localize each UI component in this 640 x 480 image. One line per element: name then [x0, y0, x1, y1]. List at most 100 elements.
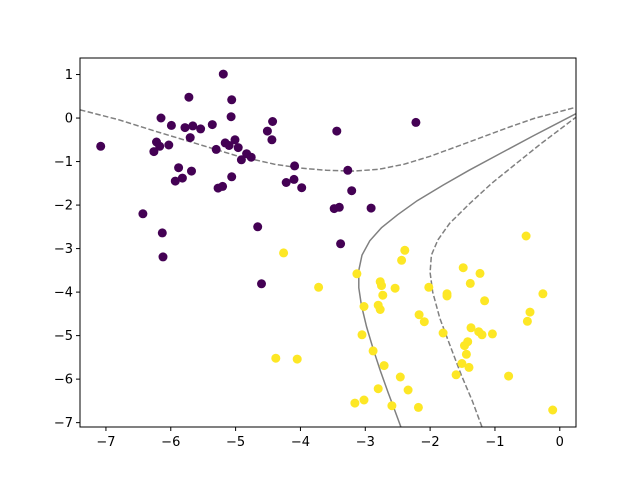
data-point [466, 323, 476, 333]
x-tick-label: −7 [96, 435, 115, 450]
data-point [419, 317, 429, 327]
decision-boundary-layer [80, 106, 576, 427]
y-tick-label: −4 [54, 286, 73, 301]
data-point [187, 166, 196, 176]
data-point [477, 330, 487, 340]
data-point [180, 123, 190, 133]
data-point [464, 362, 474, 372]
data-point [373, 384, 383, 394]
data-point [226, 112, 236, 122]
y-tick-label: 1 [65, 68, 73, 83]
data-point [184, 92, 194, 102]
decision-boundary-line [358, 113, 576, 427]
data-point [522, 316, 532, 326]
data-point [166, 120, 176, 130]
data-point [279, 248, 289, 258]
data-point [227, 172, 237, 182]
data-point [218, 69, 228, 79]
margin-line-lower [429, 116, 576, 427]
data-point [359, 395, 369, 405]
data-point [368, 346, 378, 356]
data-point [378, 290, 388, 300]
data-point [246, 152, 256, 162]
data-point [138, 209, 148, 219]
data-point [188, 121, 198, 131]
data-point [411, 117, 421, 127]
data-point [149, 147, 159, 157]
data-point [400, 245, 410, 255]
data-point [224, 141, 234, 150]
data-point [185, 133, 195, 143]
data-point [164, 140, 174, 150]
data-point [487, 329, 497, 339]
data-point [350, 398, 360, 408]
data-point [504, 371, 514, 381]
data-point [379, 361, 389, 371]
data-point [230, 135, 240, 145]
data-point [525, 307, 535, 317]
x-tick-label: −6 [161, 435, 180, 450]
data-point [332, 126, 342, 136]
x-tick-label: −3 [356, 435, 375, 450]
data-point [157, 228, 167, 238]
data-point [267, 135, 277, 145]
data-point [334, 202, 344, 212]
x-tick-label: −2 [421, 435, 440, 450]
y-tick-label: −2 [54, 199, 73, 214]
data-point [414, 310, 424, 320]
data-point [397, 255, 407, 265]
data-point [458, 263, 468, 273]
data-point [451, 370, 461, 380]
data-point [207, 120, 217, 130]
data-point [403, 385, 413, 395]
data-point [96, 141, 106, 151]
x-tick-label: 0 [556, 435, 564, 450]
data-point [457, 359, 467, 368]
data-point [343, 165, 353, 175]
data-point [262, 126, 272, 136]
data-point [297, 183, 307, 193]
data-point [281, 178, 291, 187]
data-point [156, 113, 166, 123]
y-tick-label: −6 [54, 373, 73, 388]
data-point [174, 163, 184, 173]
data-point [377, 281, 386, 291]
data-point [170, 176, 180, 186]
data-point [359, 302, 369, 311]
data-point [218, 181, 228, 191]
data-point [366, 203, 376, 213]
data-point [268, 117, 278, 126]
x-tick-label: −5 [226, 435, 245, 450]
data-point [538, 289, 548, 299]
data-point [155, 141, 165, 151]
data-point [521, 231, 531, 241]
data-point [347, 186, 357, 196]
data-point [438, 328, 448, 338]
data-point [475, 268, 485, 278]
y-tick-label: 0 [65, 112, 73, 127]
x-tick-label: −4 [291, 435, 310, 450]
y-tick-label: −1 [54, 155, 73, 170]
data-point [395, 372, 405, 382]
data-point [465, 278, 475, 288]
scatter-points-layer [96, 69, 558, 415]
data-point [177, 173, 187, 183]
plot-area-frame [79, 57, 577, 428]
y-tick-label: −7 [54, 416, 73, 431]
data-point [158, 252, 168, 262]
data-point [424, 282, 434, 292]
data-point [211, 144, 221, 154]
data-point [548, 405, 558, 415]
y-tick-label: −3 [54, 242, 73, 257]
data-point [387, 401, 397, 411]
data-point [290, 161, 300, 171]
data-point [236, 155, 246, 165]
data-point [257, 279, 266, 289]
data-point [289, 174, 299, 184]
x-axis: −7 −6 −5 −4 −3 −2 −1 0 [96, 427, 564, 450]
data-point [461, 349, 471, 359]
data-point [413, 402, 423, 412]
data-point [253, 222, 263, 232]
data-point [357, 330, 367, 340]
